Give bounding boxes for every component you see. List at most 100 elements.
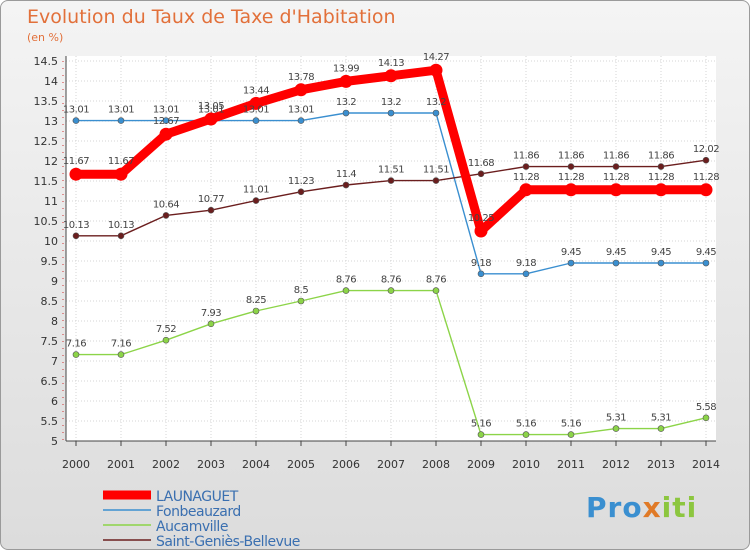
data-point	[69, 167, 83, 181]
data-label: 9.45	[561, 247, 581, 258]
chart-title: Evolution du Taux de Taxe d'Habitation	[27, 6, 396, 28]
data-point	[519, 183, 533, 197]
y-tick-label: 10	[44, 235, 58, 248]
x-tick-label: 2009	[467, 458, 495, 471]
data-label: 5.58	[696, 402, 716, 413]
data-label: 10.25	[468, 213, 494, 224]
y-tick-label: 6.5	[41, 375, 59, 388]
data-label: 11.28	[603, 172, 629, 183]
data-point	[702, 414, 710, 422]
data-point	[252, 117, 260, 124]
y-tick-label: 5.5	[41, 415, 59, 428]
data-label: 5.31	[651, 413, 671, 424]
y-tick-label: 9.5	[41, 255, 59, 268]
data-point	[477, 170, 485, 178]
data-label: 13.99	[333, 63, 359, 74]
y-tick-label: 10.5	[34, 215, 59, 228]
data-point	[654, 183, 668, 197]
x-tick-label: 2006	[332, 458, 360, 471]
data-label: 11.51	[378, 165, 404, 176]
data-label: 8.76	[381, 275, 401, 286]
y-tick-label: 9	[51, 275, 58, 288]
data-label: 11.4	[336, 169, 356, 180]
data-label: 13.01	[63, 105, 89, 116]
data-point	[387, 109, 395, 117]
data-point	[297, 117, 305, 124]
data-label: 13.01	[153, 105, 179, 116]
data-point	[612, 163, 620, 170]
data-point	[72, 117, 80, 124]
data-label: 8.76	[426, 275, 446, 286]
data-label: 8.76	[336, 275, 356, 286]
legend-label: Fonbeauzard	[156, 504, 241, 520]
data-label: 13.78	[288, 72, 314, 83]
data-label: 11.01	[243, 185, 269, 196]
y-tick-label: 13.5	[34, 95, 59, 108]
data-label: 7.16	[66, 339, 86, 350]
data-point	[159, 127, 173, 141]
data-point	[297, 188, 305, 196]
data-label: 10.13	[108, 220, 134, 231]
data-point	[567, 163, 575, 170]
data-label: 13.44	[243, 85, 269, 96]
data-point	[657, 425, 665, 432]
data-label: 13.2	[381, 97, 401, 108]
data-point	[384, 69, 398, 83]
data-label: 11.86	[648, 151, 674, 162]
y-tick-label: 14	[44, 75, 58, 88]
data-point	[612, 425, 620, 432]
data-point	[252, 197, 260, 204]
data-label: 11.51	[423, 165, 449, 176]
data-point	[252, 307, 260, 315]
data-label: 13.01	[198, 105, 224, 116]
data-point	[657, 259, 665, 267]
y-tick-label: 7	[51, 355, 58, 368]
data-label: 11.28	[558, 172, 584, 183]
x-tick-label: 2000	[62, 458, 90, 471]
data-point	[522, 270, 530, 278]
data-point	[657, 163, 665, 170]
y-tick-label: 8	[51, 315, 58, 328]
x-tick-label: 2014	[692, 458, 720, 471]
data-point	[429, 63, 443, 77]
data-point	[117, 351, 125, 358]
data-label: 10.13	[63, 220, 89, 231]
data-label: 8.5	[294, 285, 309, 296]
y-tick-label: 14.5	[34, 55, 59, 68]
data-label: 13.01	[243, 105, 269, 116]
data-label: 11.67	[63, 156, 89, 167]
y-tick-label: 12	[44, 155, 58, 168]
data-label: 11.86	[558, 151, 584, 162]
data-label: 13.2	[336, 97, 356, 108]
data-point	[612, 259, 620, 267]
data-label: 5.16	[516, 419, 536, 430]
data-point	[567, 431, 575, 438]
data-point	[294, 83, 308, 97]
data-label: 7.93	[201, 308, 221, 319]
data-point	[72, 351, 80, 358]
x-tick-label: 2008	[422, 458, 450, 471]
y-tick-label: 12.5	[34, 135, 59, 148]
data-label: 9.18	[471, 258, 491, 269]
data-label: 13.01	[108, 105, 134, 116]
data-label: 12.67	[153, 116, 179, 127]
x-tick-label: 2013	[647, 458, 675, 471]
data-label: 12.02	[693, 144, 719, 155]
data-point	[339, 74, 353, 88]
data-point	[567, 259, 575, 267]
data-point	[342, 109, 350, 117]
data-point	[207, 320, 215, 328]
legend-label: Saint-Geniès-Bellevue	[156, 534, 300, 549]
data-label: 14.13	[378, 58, 404, 69]
y-tick-label: 13	[44, 115, 58, 128]
data-point	[207, 206, 215, 214]
data-point	[477, 270, 485, 278]
data-point	[699, 183, 713, 197]
data-label: 9.45	[696, 247, 716, 258]
data-label: 11.28	[693, 172, 719, 183]
x-tick-label: 2007	[377, 458, 405, 471]
data-point	[114, 167, 128, 181]
data-label: 11.67	[108, 156, 134, 167]
data-label: 5.31	[606, 413, 626, 424]
